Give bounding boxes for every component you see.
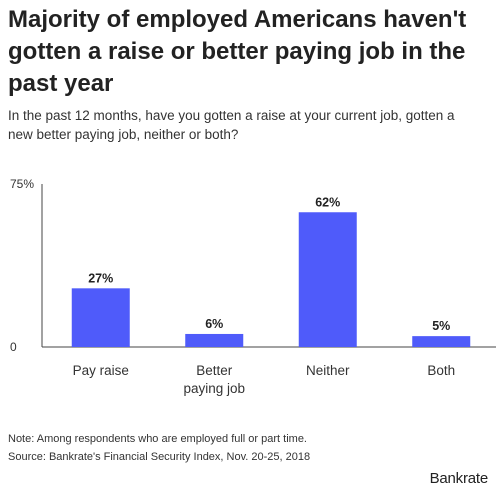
- bar: [412, 336, 471, 347]
- bar-chart: 75% 0 27% Pay raise 6% Better paying job 62% Nei…: [10, 177, 496, 396]
- x-tick-label: Better paying job: [183, 363, 245, 396]
- bankrate-logo: Bankrate: [429, 470, 489, 487]
- footnote: Note: Among respondents who are employed…: [8, 433, 307, 445]
- data-label: 5%: [432, 319, 450, 333]
- chart-title: Majority of employed Americans haven't g…: [8, 6, 467, 97]
- data-label: 6%: [205, 317, 223, 331]
- x-tick-label: Both: [427, 363, 455, 378]
- data-label: 27%: [88, 271, 113, 285]
- bar: [298, 212, 357, 347]
- chart-subtitle: In the past 12 months, have you gotten a…: [8, 108, 455, 142]
- source-line: Source: Bankrate's Financial Security In…: [8, 451, 311, 463]
- x-tick-label: Neither: [306, 363, 350, 378]
- data-label: 62%: [315, 195, 340, 209]
- x-tick-label: Pay raise: [73, 363, 129, 378]
- y-tick-label: 0: [10, 340, 17, 354]
- bar: [185, 333, 244, 347]
- y-tick-label: 75%: [10, 177, 34, 191]
- bar: [71, 288, 130, 347]
